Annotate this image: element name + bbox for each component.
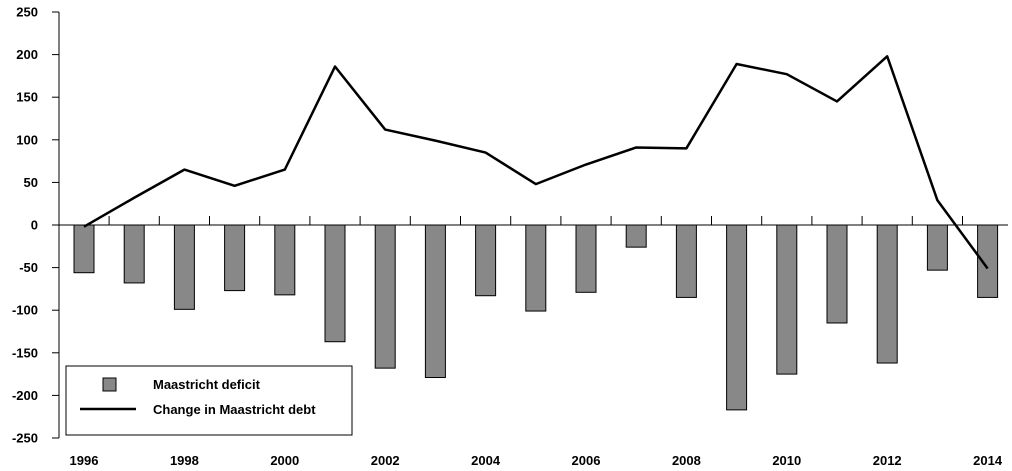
x-axis-labels: 1996 1998 2000 2002 2004 2006 2008 2010 2012 2014: [70, 453, 1003, 468]
bar-2012: [876, 224, 898, 364]
bar-2007: [625, 224, 647, 248]
legend-label-deficit: Maastricht deficit: [153, 377, 261, 392]
y-tick-label: 100: [16, 132, 38, 147]
y-tick-label: 150: [16, 90, 38, 105]
bar-1999: [224, 224, 246, 292]
y-tick-label: -200: [12, 388, 38, 403]
legend-label-debt-change: Change in Maastricht debt: [153, 402, 316, 417]
x-tick-label: 2010: [772, 453, 801, 468]
y-tick-label: 200: [16, 47, 38, 62]
x-tick-label: 2006: [572, 453, 601, 468]
legend: Maastricht deficit Change in Maastricht …: [65, 365, 353, 436]
x-tick-label: 2004: [471, 453, 501, 468]
bar-2005: [525, 224, 547, 312]
x-tick-label: 2002: [371, 453, 400, 468]
bar-2008: [675, 224, 697, 298]
bars-layer: [73, 224, 999, 411]
y-tick-label: -250: [12, 431, 38, 446]
bar-2000: [274, 224, 296, 296]
y-tick-label: 50: [24, 175, 38, 190]
bar-2013: [926, 224, 948, 271]
bar-2011: [826, 224, 848, 324]
bar-2001: [324, 224, 346, 343]
x-tick-label: 1996: [70, 453, 99, 468]
bar-2014: [977, 224, 999, 298]
bar-2003: [424, 224, 446, 379]
x-tick-label: 1998: [170, 453, 199, 468]
bar-1998: [173, 224, 195, 310]
line-layer: [83, 55, 989, 270]
x-tick-label: 2000: [270, 453, 299, 468]
bar-1996: [73, 224, 95, 274]
y-axis-ticks: 250 200 150 100 50 0 -50 -100 -150 -200 -250: [12, 5, 59, 446]
y-tick-label: 250: [16, 5, 38, 20]
bar-2004: [475, 224, 497, 297]
x-tick-label: 2014: [973, 453, 1003, 468]
bar-2006: [575, 224, 597, 293]
y-tick-label: -100: [12, 303, 38, 318]
bar-2010: [776, 224, 798, 375]
y-tick-label: -150: [12, 345, 38, 360]
x-tick-label: 2008: [672, 453, 701, 468]
x-tick-label: 2012: [873, 453, 902, 468]
x-axis-ticks: [108, 216, 963, 225]
y-tick-label: -50: [19, 260, 38, 275]
bar-1997: [123, 224, 145, 284]
y-tick-label: 0: [31, 218, 38, 233]
bar-2009: [726, 224, 748, 411]
legend-bar-swatch: [102, 377, 117, 392]
bar-2002: [374, 224, 396, 369]
